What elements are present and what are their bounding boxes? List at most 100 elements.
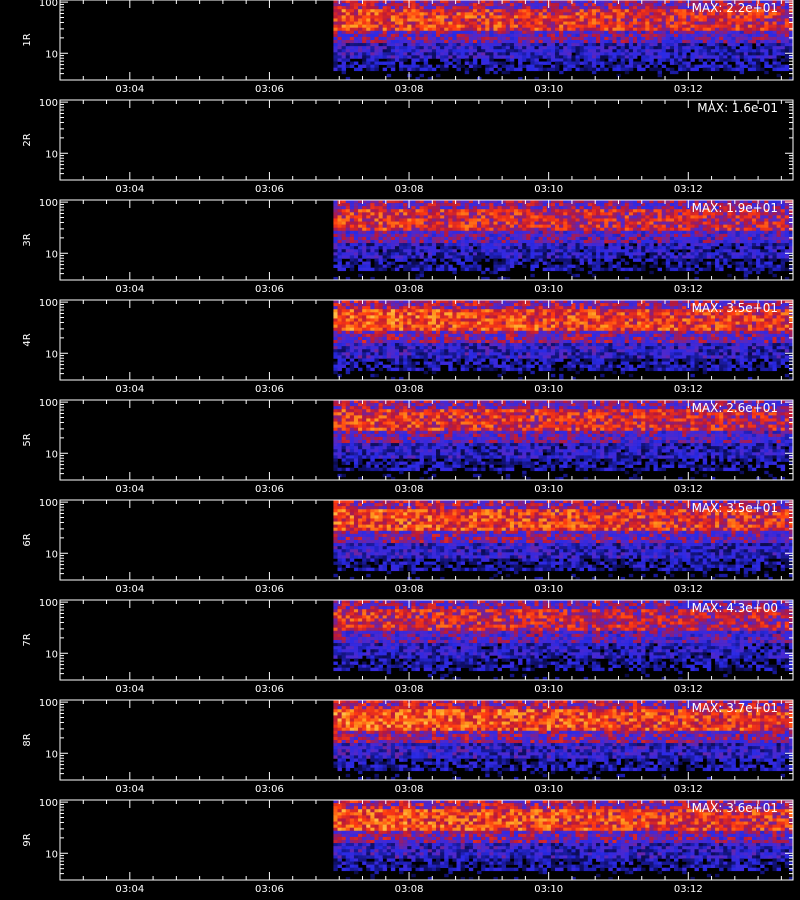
heatmap-cell	[596, 12, 601, 16]
heatmap-cell	[374, 43, 379, 47]
heatmap-cell	[448, 227, 453, 232]
heatmap-cell	[653, 252, 658, 256]
heatmap-cell	[403, 55, 408, 59]
heatmap-cell	[497, 55, 502, 59]
heatmap-cell	[743, 27, 749, 32]
heatmap-cell	[661, 27, 667, 32]
heatmap-cell	[702, 203, 708, 207]
heatmap-cell	[682, 21, 687, 25]
heatmap-cell	[747, 27, 753, 32]
heatmap-cell	[710, 212, 716, 216]
heatmap-cell	[727, 9, 732, 13]
heatmap-cell	[694, 9, 699, 13]
heatmap-cell	[624, 246, 630, 250]
heatmap-cell	[386, 15, 392, 19]
heatmap-cell	[464, 21, 470, 25]
heatmap-cell	[382, 24, 388, 28]
heatmap-cell	[374, 46, 379, 50]
heatmap-cell	[509, 246, 515, 250]
heatmap-cell	[345, 49, 351, 53]
heatmap-cell	[505, 6, 511, 10]
heatmap-cell	[686, 221, 691, 225]
heatmap-cell	[460, 252, 466, 256]
heatmap-cell	[444, 49, 449, 53]
heatmap-cell	[386, 61, 392, 65]
heatmap-cell	[411, 24, 416, 28]
heatmap-cell	[583, 49, 589, 53]
heatmap-cell	[747, 21, 753, 25]
heatmap-cell	[596, 55, 601, 59]
heatmap-cell	[719, 227, 724, 232]
heatmap-cell	[739, 70, 745, 75]
heatmap-cell	[559, 24, 564, 28]
heatmap-cell	[550, 0, 556, 4]
heatmap-cell	[460, 55, 466, 59]
heatmap-cell	[587, 27, 593, 32]
heatmap-cell	[530, 15, 535, 19]
heatmap-cell	[468, 3, 474, 7]
heatmap-cell	[468, 224, 474, 228]
heatmap-cell	[493, 30, 498, 35]
heatmap-cell	[546, 55, 552, 59]
heatmap-cell	[382, 212, 388, 216]
heatmap-cell	[394, 30, 400, 35]
heatmap-cell	[739, 224, 745, 228]
heatmap-cell	[645, 55, 650, 59]
heatmap-cell	[678, 15, 683, 19]
heatmap-cell	[624, 236, 630, 241]
heatmap-cell	[423, 55, 429, 59]
heatmap-cell	[485, 70, 490, 75]
heatmap-cell	[534, 52, 539, 56]
heatmap-cell	[772, 209, 777, 213]
heatmap-cell	[674, 246, 679, 250]
heatmap-cell	[788, 212, 794, 216]
heatmap-cell	[345, 15, 351, 19]
heatmap-cell	[513, 215, 519, 219]
heatmap-cell	[616, 36, 621, 41]
heatmap-cell	[628, 46, 634, 50]
heatmap-cell	[694, 33, 699, 38]
heatmap-cell	[587, 40, 593, 44]
heatmap-cell	[394, 230, 400, 235]
heatmap-cell	[563, 215, 568, 219]
heatmap-cell	[415, 21, 420, 25]
heatmap-cell	[501, 3, 507, 7]
heatmap-cell	[608, 252, 613, 256]
heatmap-cell	[710, 15, 716, 19]
heatmap-cell	[509, 46, 515, 50]
heatmap-cell	[448, 0, 453, 4]
heatmap-cell	[743, 43, 749, 47]
heatmap-cell	[776, 24, 781, 28]
heatmap-cell	[505, 30, 511, 35]
heatmap-cell	[518, 67, 523, 72]
heatmap-cell	[632, 49, 638, 53]
heatmap-cell	[415, 206, 420, 210]
heatmap-cell	[788, 246, 794, 250]
heatmap-cell	[456, 227, 461, 232]
heatmap-cell	[645, 30, 650, 35]
heatmap-cell	[756, 255, 761, 259]
heatmap-cell	[698, 249, 704, 253]
heatmap-cell	[353, 0, 359, 4]
heatmap-cell	[596, 21, 601, 25]
heatmap-cell	[641, 221, 646, 225]
heatmap-cell	[657, 246, 662, 250]
heatmap-cell	[485, 258, 490, 262]
heatmap-cell	[637, 200, 642, 204]
heatmap-cell	[485, 27, 490, 32]
heatmap-cell	[444, 240, 449, 244]
heatmap-cell	[723, 58, 728, 62]
heatmap-cell	[591, 246, 597, 250]
heatmap-cell	[513, 55, 519, 59]
heatmap-cell	[427, 15, 433, 19]
heatmap-cell	[649, 46, 654, 50]
heatmap-cell	[481, 224, 486, 228]
heatmap-cell	[472, 30, 478, 35]
heatmap-cell	[690, 30, 695, 35]
heatmap-cell	[493, 33, 498, 38]
heatmap-cell	[612, 215, 617, 219]
heatmap-cell	[735, 246, 740, 250]
heatmap-cell	[505, 233, 511, 238]
heatmap-cell	[550, 264, 556, 268]
heatmap-cell	[612, 230, 617, 235]
